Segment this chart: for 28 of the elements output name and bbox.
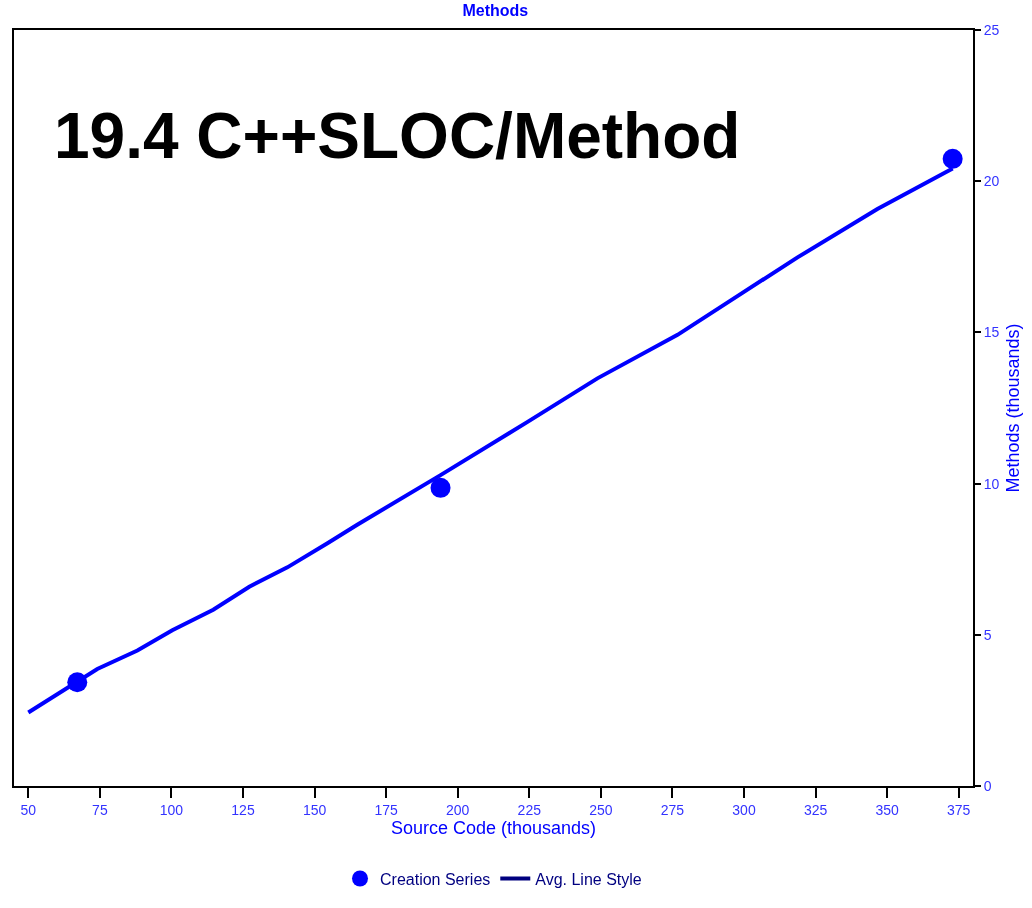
point: [430, 477, 451, 498]
y-tick-label: 5: [983, 626, 992, 643]
x-tick-label: 300: [732, 801, 756, 818]
x-tick-label: 150: [302, 801, 327, 818]
x-tick-label: 75: [92, 801, 108, 818]
x-tick-label: 50: [20, 801, 37, 818]
x-tick-label: 250: [589, 801, 613, 818]
point: [942, 148, 963, 169]
x-tick-label: 100: [159, 801, 184, 818]
chart-title: Methods: [462, 1, 529, 19]
y-tick-label: 15: [983, 324, 1000, 341]
y-tick-label: 0: [983, 777, 992, 794]
legend-label: Avg. Line Style: [535, 870, 642, 888]
x-tick-label: 225: [517, 801, 542, 818]
x-tick-label: 275: [660, 801, 685, 818]
x-tick-label: 325: [803, 801, 828, 818]
annotation: 19.4 C++SLOC/Method: [54, 100, 741, 172]
x-tick-label: 175: [374, 801, 399, 818]
x-tick-label: 200: [446, 801, 470, 818]
x-axis-title: Source Code (thousands): [390, 817, 597, 838]
y-axis-title: Methods (thousands): [1003, 323, 1024, 493]
legend-label: Creation Series: [380, 870, 491, 888]
y-tick-label: 20: [983, 173, 1000, 190]
x-tick-label: 125: [231, 801, 255, 818]
x-tick-label: 375: [947, 801, 971, 818]
y-tick-label: 25: [983, 21, 1000, 38]
x-tick-label: 350: [875, 801, 900, 818]
y-tick-label: 10: [983, 475, 1000, 492]
